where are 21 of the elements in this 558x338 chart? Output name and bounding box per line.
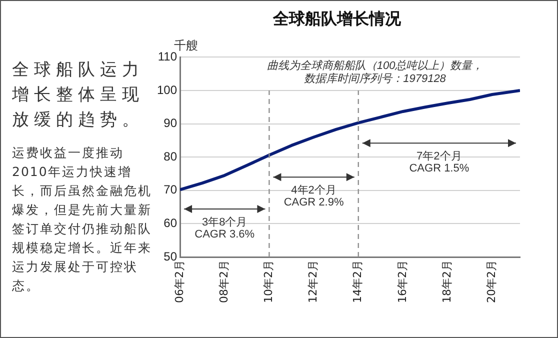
annotation: 4年2个月 CAGR 2.9% xyxy=(284,184,344,209)
x-tick-label: 14年2月 xyxy=(351,260,364,304)
y-tick-label: 110 xyxy=(158,50,178,64)
x-tick-label: 16年2月 xyxy=(396,260,409,304)
annotation: 7年2个月 CAGR 1.5% xyxy=(409,150,470,175)
x-tick-label: 10年2月 xyxy=(262,260,276,304)
annotation: 曲线为全球商船船队（100总吨以上）数量，数据库时间序列号：1979128 xyxy=(266,58,484,85)
y-tick-label: 100 xyxy=(156,82,178,97)
y-axis-title: 千艘 xyxy=(174,38,198,52)
annotation: 3年8个月 CAGR 3.6% xyxy=(194,216,255,241)
x-tick-label: 20年2月 xyxy=(484,260,498,304)
x-tick-label: 08年2月 xyxy=(217,260,230,304)
x-tick-label: 12年2月 xyxy=(306,260,320,304)
y-tick-label: 80 xyxy=(164,149,178,164)
text: 运费收益一度推动2010年运力快速增长，而后虽然金融危机爆发，但是先前大量新签订单交付仍推动船队规模稳定增长。近年来运力发展处于可控状态。 xyxy=(12,144,152,295)
y-tick-label: 70 xyxy=(164,182,178,197)
text: 全球船队运力增长整体呈现放缓的趋势。 xyxy=(12,59,145,132)
x-tick-label: 18年2月 xyxy=(440,260,454,304)
y-tick-label: 90 xyxy=(164,116,178,130)
chart-title: 全球船队增长情况 xyxy=(272,8,402,28)
y-tick-label: 60 xyxy=(164,216,178,230)
